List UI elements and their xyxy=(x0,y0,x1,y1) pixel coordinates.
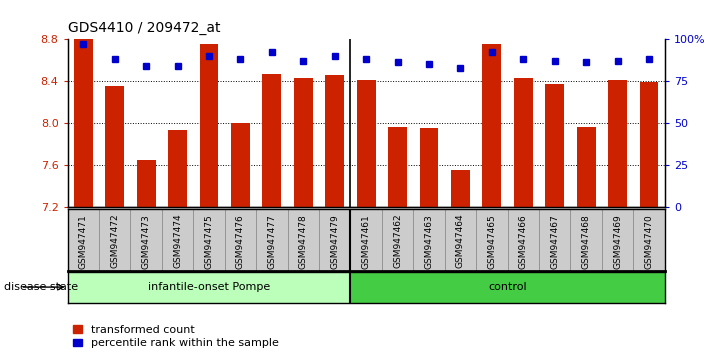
Bar xyxy=(451,170,470,207)
Text: GSM947474: GSM947474 xyxy=(173,214,182,268)
Bar xyxy=(256,209,287,271)
Text: GSM947466: GSM947466 xyxy=(519,214,528,269)
Legend: transformed count, percentile rank within the sample: transformed count, percentile rank withi… xyxy=(73,325,279,348)
Text: GSM947478: GSM947478 xyxy=(299,214,308,269)
Bar xyxy=(545,84,565,207)
Bar xyxy=(231,123,250,207)
Bar xyxy=(413,209,445,271)
Bar xyxy=(319,209,351,271)
Bar xyxy=(514,78,533,207)
Bar xyxy=(68,209,99,271)
Text: GSM947465: GSM947465 xyxy=(488,214,496,269)
Text: GSM947461: GSM947461 xyxy=(362,214,370,269)
Bar xyxy=(357,80,375,207)
Bar xyxy=(168,130,187,207)
Bar xyxy=(351,272,665,303)
Bar xyxy=(200,44,218,207)
Bar xyxy=(74,39,92,207)
Bar xyxy=(68,272,351,303)
Text: GSM947476: GSM947476 xyxy=(236,214,245,269)
Text: GSM947468: GSM947468 xyxy=(582,214,591,269)
Bar xyxy=(105,86,124,207)
Bar xyxy=(476,209,508,271)
Bar xyxy=(539,209,570,271)
Bar xyxy=(483,44,501,207)
Bar xyxy=(634,209,665,271)
Bar xyxy=(570,209,602,271)
Bar xyxy=(193,209,225,271)
Text: GSM947477: GSM947477 xyxy=(267,214,277,269)
Text: GDS4410 / 209472_at: GDS4410 / 209472_at xyxy=(68,21,220,35)
Bar xyxy=(99,209,130,271)
Bar xyxy=(351,209,382,271)
Text: GSM947479: GSM947479 xyxy=(330,214,339,269)
Bar xyxy=(294,78,313,207)
Text: disease state: disease state xyxy=(4,282,77,292)
Text: GSM947462: GSM947462 xyxy=(393,214,402,268)
Text: GSM947475: GSM947475 xyxy=(205,214,213,269)
Bar xyxy=(508,209,539,271)
Bar xyxy=(162,209,193,271)
Text: GSM947470: GSM947470 xyxy=(645,214,653,269)
Bar xyxy=(640,82,658,207)
Bar xyxy=(225,209,256,271)
Bar xyxy=(388,127,407,207)
Bar xyxy=(326,75,344,207)
Bar xyxy=(382,209,413,271)
Text: GSM947469: GSM947469 xyxy=(613,214,622,269)
Text: infantile-onset Pompe: infantile-onset Pompe xyxy=(148,282,270,292)
Bar xyxy=(445,209,476,271)
Text: GSM947463: GSM947463 xyxy=(424,214,434,269)
Bar xyxy=(608,80,627,207)
Bar xyxy=(130,209,162,271)
Bar xyxy=(577,127,596,207)
Bar xyxy=(419,128,439,207)
Text: control: control xyxy=(488,282,527,292)
Bar xyxy=(602,209,634,271)
Text: GSM947472: GSM947472 xyxy=(110,214,119,268)
Text: GSM947471: GSM947471 xyxy=(79,214,87,269)
Bar xyxy=(137,160,156,207)
Text: GSM947464: GSM947464 xyxy=(456,214,465,268)
Bar xyxy=(287,209,319,271)
Text: GSM947473: GSM947473 xyxy=(141,214,151,269)
Bar xyxy=(262,74,282,207)
Text: GSM947467: GSM947467 xyxy=(550,214,560,269)
